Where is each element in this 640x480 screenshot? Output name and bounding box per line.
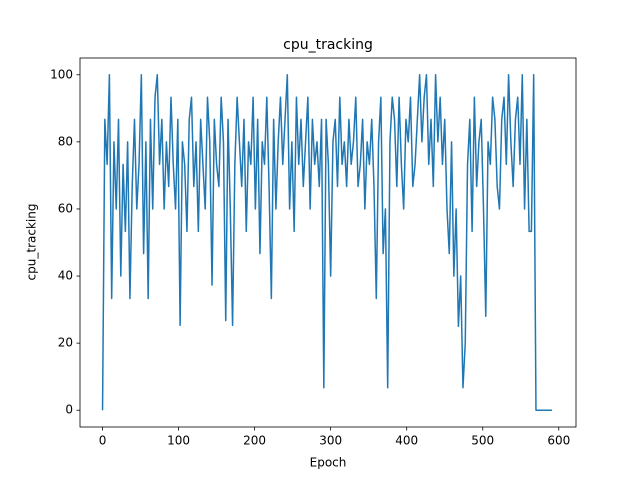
x-tick-label: 0 [99,434,107,448]
y-tick-label: 60 [58,201,73,215]
x-tick-label: 400 [395,434,418,448]
x-tick-label: 200 [243,434,266,448]
chart-title: cpu_tracking [283,37,373,53]
y-tick-label: 0 [65,403,73,417]
y-tick-label: 100 [50,67,73,81]
x-tick-label: 600 [547,434,570,448]
data-line [101,74,552,411]
x-tick-label: 100 [167,434,190,448]
plot-frame [79,57,577,428]
y-tick-label: 20 [58,336,73,350]
y-tick-label: 40 [58,269,73,283]
x-tick-label: 500 [471,434,494,448]
x-tick-label: 300 [319,434,342,448]
y-axis-label: cpu_tracking [25,204,39,281]
y-tick-label: 80 [58,134,73,148]
x-axis-label: Epoch [310,456,347,470]
